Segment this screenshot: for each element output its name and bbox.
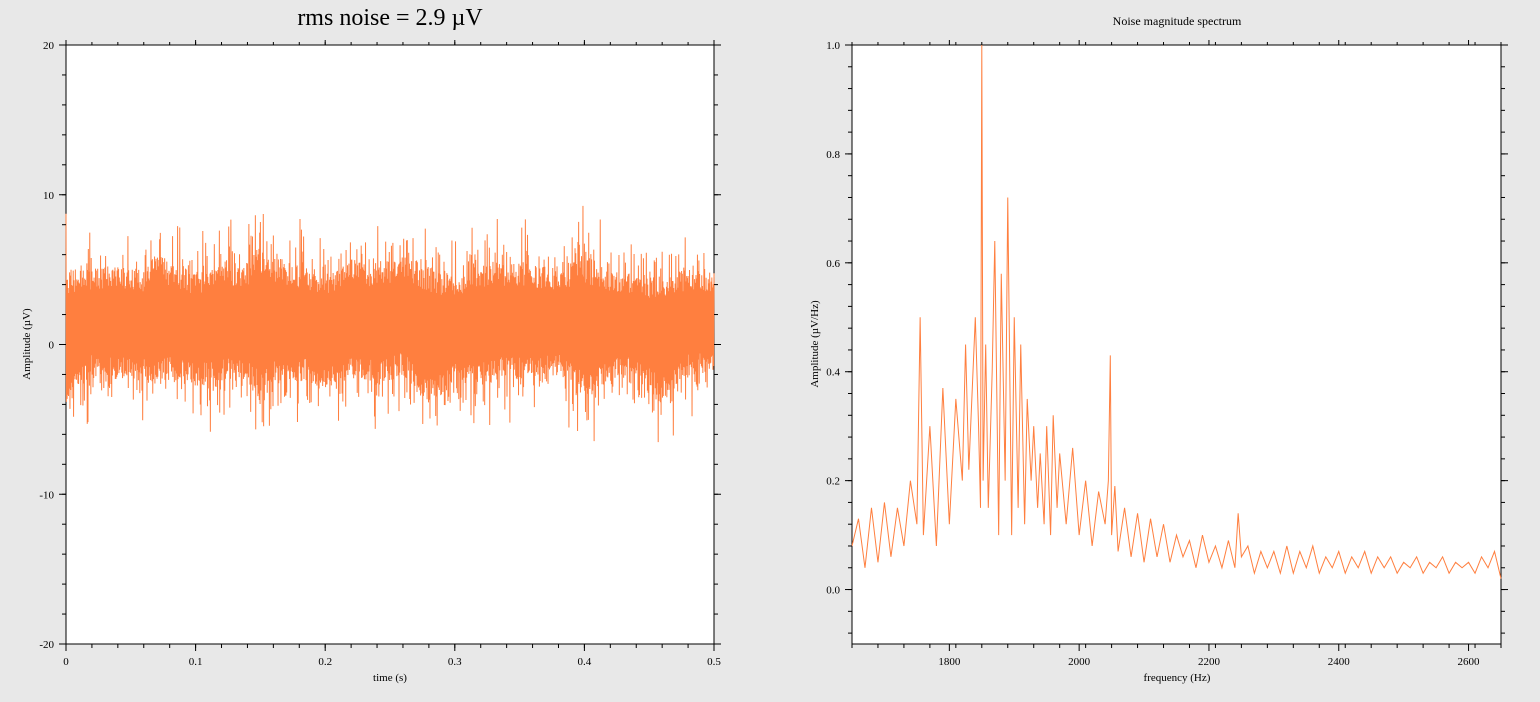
spectrum-plot-area (851, 44, 1502, 645)
x-tick-label: 2200 (1198, 656, 1221, 668)
y-tick-label: 0 (49, 340, 55, 352)
y-tick-label: 1.0 (826, 40, 840, 52)
x-tick-label: 0.1 (189, 656, 203, 668)
spectrum-axis-ticks: 1800 2000 2200 2400 2600 0.0 0.2 0.4 0.6 0.8 1.0 (826, 40, 1508, 668)
x-tick-label: 0 (63, 656, 69, 668)
time-axis-ticks: 0 0.1 0.2 0.3 0.4 0.5 -20 -10 0 10 20 (39, 40, 721, 668)
time-noise-trace (65, 205, 715, 443)
time-y-axis-label: Amplitude (µV) (21, 308, 33, 380)
y-tick-label: -10 (39, 489, 54, 501)
spectrum-series-line (851, 44, 1502, 579)
y-tick-label: 0.6 (826, 258, 840, 270)
x-tick-label: 2600 (1458, 656, 1481, 668)
time-domain-chart: 0 0.1 0.2 0.3 0.4 0.5 -20 -10 0 10 20 rms noise = … (21, 5, 721, 684)
y-tick-label: 0.0 (826, 585, 840, 597)
x-tick-label: 0.5 (707, 656, 721, 668)
y-tick-label: -20 (39, 639, 54, 651)
spectrum-y-axis-label: Amplitude (µV/Hz) (809, 300, 821, 388)
time-x-axis-label: time (s) (373, 672, 407, 684)
x-tick-label: 0.2 (318, 656, 332, 668)
spectrum-trace (851, 44, 1502, 579)
time-chart-title: rms noise = 2.9 µV (297, 5, 483, 31)
x-tick-label: 1800 (938, 656, 961, 668)
x-tick-label: 0.3 (448, 656, 462, 668)
x-tick-label: 2000 (1068, 656, 1091, 668)
x-tick-label: 0.4 (578, 656, 592, 668)
y-tick-label: 0.2 (826, 476, 840, 488)
y-tick-label: 20 (43, 40, 55, 52)
time-series-line (65, 205, 715, 443)
x-tick-label: 2400 (1328, 656, 1351, 668)
y-tick-label: 0.4 (826, 367, 840, 379)
spectrum-chart: 1800 2000 2200 2400 2600 0.0 0.2 0.4 0.6 0.8 1.0 N… (809, 14, 1508, 684)
spectrum-chart-title: Noise magnitude spectrum (1113, 14, 1242, 28)
y-tick-label: 10 (43, 190, 55, 202)
y-tick-label: 0.8 (826, 149, 840, 161)
spectrum-x-axis-label: frequency (Hz) (1144, 672, 1211, 684)
